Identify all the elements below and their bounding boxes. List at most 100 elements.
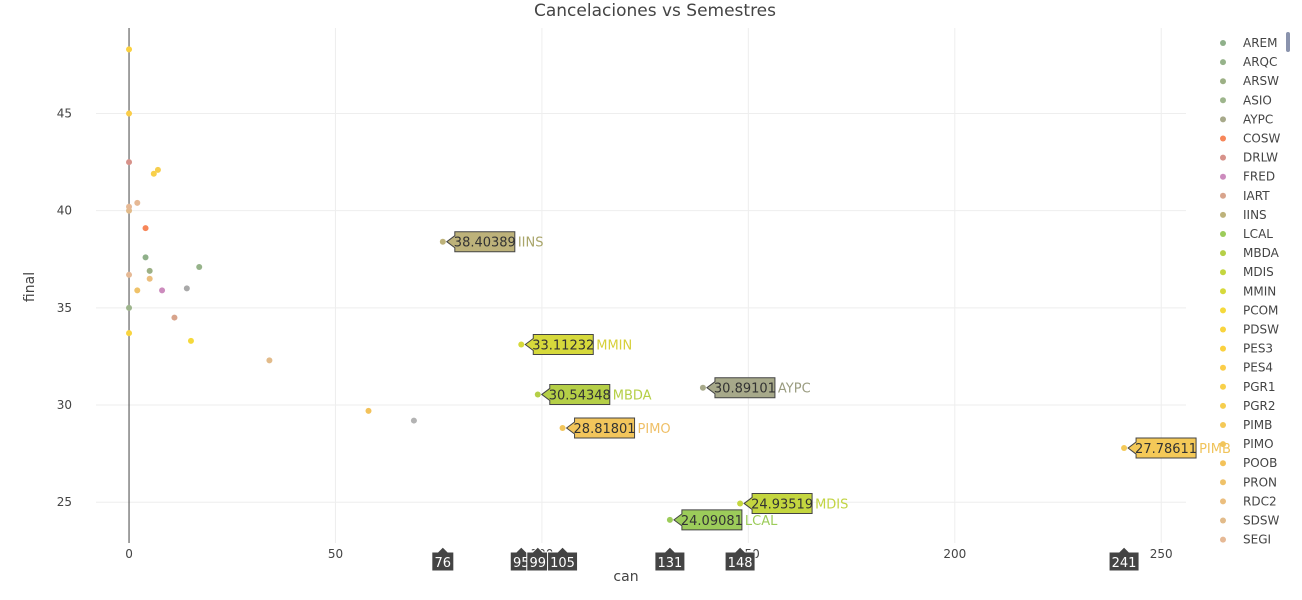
hover-value: 24.09081 [681, 514, 743, 529]
hover-box [524, 334, 594, 356]
legend-item-lcal[interactable]: LCAL [1220, 227, 1273, 241]
hover-value: 27.78611 [1135, 442, 1197, 457]
legend[interactable]: AREM ARQC ARSW ASIO AYPC COSW DRLW FRED IART IINS… [1220, 36, 1280, 547]
hover-value: 28.81801 [574, 422, 636, 437]
data-point-pes3 [126, 46, 133, 53]
spike-box [724, 546, 756, 572]
legend-item-poob[interactable]: POOB [1220, 456, 1277, 470]
legend-marker [1220, 173, 1226, 180]
legend-item-mmin[interactable]: MMIN [1220, 284, 1276, 298]
legend-marker [1220, 211, 1226, 218]
x-axis-title: can [613, 569, 638, 585]
hover-label-lcal: 24.09081 LCAL [673, 509, 778, 531]
hover-label-aypc: 30.89101 AYPC [706, 377, 811, 399]
legend-marker [1220, 269, 1226, 276]
legend-item-mdis[interactable]: MDIS [1220, 265, 1274, 279]
legend-item-pimo[interactable]: PIMO [1220, 437, 1274, 451]
data-point-drlw [126, 159, 133, 166]
legend-item-arqc[interactable]: ARQC [1220, 55, 1277, 69]
hover-series-name: MDIS [815, 497, 848, 512]
hover-value: 33.11232 [532, 339, 594, 354]
legend-item-pcom[interactable]: PCOM [1220, 303, 1278, 317]
legend-item-mbda[interactable]: MBDA [1220, 246, 1280, 260]
x-spike-labels: 76 95 99 105 131 148 241 [431, 546, 1140, 572]
legend-item-segi[interactable]: SEGI [1220, 533, 1271, 547]
legend-label: FRED [1243, 170, 1275, 184]
hover-box [565, 417, 636, 439]
legend-item-rdc2[interactable]: RDC2 [1220, 494, 1277, 508]
legend-item-iart[interactable]: IART [1220, 189, 1270, 203]
legend-item-pimb[interactable]: PIMB [1220, 418, 1272, 432]
legend-label: POOB [1243, 456, 1277, 470]
data-point-lcal [666, 516, 673, 523]
data-point-pes4 [126, 110, 133, 117]
y-tick-label: 40 [57, 204, 72, 218]
legend-item-pron[interactable]: PRON [1220, 475, 1277, 489]
legend-item-asio[interactable]: ASIO [1220, 93, 1272, 107]
legend-label: PCOM [1243, 303, 1278, 317]
spike-box [1108, 546, 1140, 572]
legend-item-pes3[interactable]: PES3 [1220, 342, 1273, 356]
x-axis-ticks: 050100150200250 [125, 547, 1172, 561]
spike-value: 241 [1112, 556, 1137, 571]
spike-value: 131 [657, 556, 682, 571]
hover-series-name: MMIN [596, 339, 632, 354]
legend-label: RDC2 [1243, 494, 1277, 508]
y-tick-label: 25 [57, 495, 72, 509]
legend-item-iins[interactable]: IINS [1220, 208, 1267, 222]
data-point [183, 285, 190, 292]
hover-series-name: MBDA [613, 388, 652, 403]
legend-label: AREM [1243, 36, 1277, 50]
spike-value: 99 [530, 556, 547, 571]
legend-item-fred[interactable]: FRED [1220, 170, 1275, 184]
legend-item-pdsw[interactable]: PDSW [1220, 323, 1279, 337]
x-spike-label: 148 [724, 546, 756, 572]
legend-item-cosw[interactable]: COSW [1220, 132, 1280, 146]
hover-series-name: PIMB [1199, 442, 1231, 457]
legend-marker [1220, 402, 1226, 409]
legend-label: PIMO [1243, 437, 1274, 451]
data-point-pgr2 [154, 166, 161, 173]
y-axis-title: final [22, 272, 38, 302]
legend-item-arsw[interactable]: ARSW [1220, 74, 1279, 88]
hover-labels: 38.40389 IINS 33.11232 MMIN 30.54348 MBDA 30.8… [445, 231, 1231, 531]
legend-label: LCAL [1243, 227, 1273, 241]
legend-marker [1220, 307, 1226, 314]
legend-label: PIMB [1243, 418, 1272, 432]
hover-box [1127, 437, 1197, 459]
legend-item-pgr2[interactable]: PGR2 [1220, 399, 1276, 413]
legend-label: PES4 [1243, 361, 1273, 375]
y-tick-label: 45 [57, 107, 72, 121]
legend-marker [1220, 116, 1226, 123]
legend-label: IART [1243, 189, 1270, 203]
legend-item-sdsw[interactable]: SDSW [1220, 514, 1279, 528]
legend-item-pgr1[interactable]: PGR1 [1220, 380, 1276, 394]
hover-box [540, 383, 611, 405]
hover-value: 30.89101 [714, 382, 776, 397]
legend-marker [1220, 441, 1226, 448]
data-point-iart [171, 314, 178, 321]
legend-marker [1220, 536, 1226, 543]
legend-label: PRON [1243, 475, 1277, 489]
legend-label: MDIS [1243, 265, 1274, 279]
x-tick-label: 200 [943, 547, 966, 561]
data-points [126, 46, 1128, 523]
x-tick-label: 50 [328, 547, 343, 561]
spike-value: 105 [550, 556, 575, 571]
legend-label: PGR1 [1243, 380, 1276, 394]
legend-item-pes4[interactable]: PES4 [1220, 361, 1273, 375]
legend-marker [1220, 59, 1226, 66]
data-point-arem [142, 254, 149, 261]
x-spike-label: 76 [431, 546, 455, 572]
spike-box [431, 546, 455, 572]
x-spike-label: 105 [547, 546, 579, 572]
data-point-mbda [534, 391, 541, 398]
data-point-fred [159, 287, 166, 294]
legend-scrollbar[interactable] [1286, 32, 1290, 52]
legend-item-drlw[interactable]: DRLW [1220, 151, 1278, 165]
legend-item-arem[interactable]: AREM [1220, 36, 1277, 50]
hover-label-pimo: 28.81801 PIMO [565, 417, 671, 439]
legend-item-aypc[interactable]: AYPC [1220, 112, 1273, 126]
legend-label: IINS [1243, 208, 1267, 222]
